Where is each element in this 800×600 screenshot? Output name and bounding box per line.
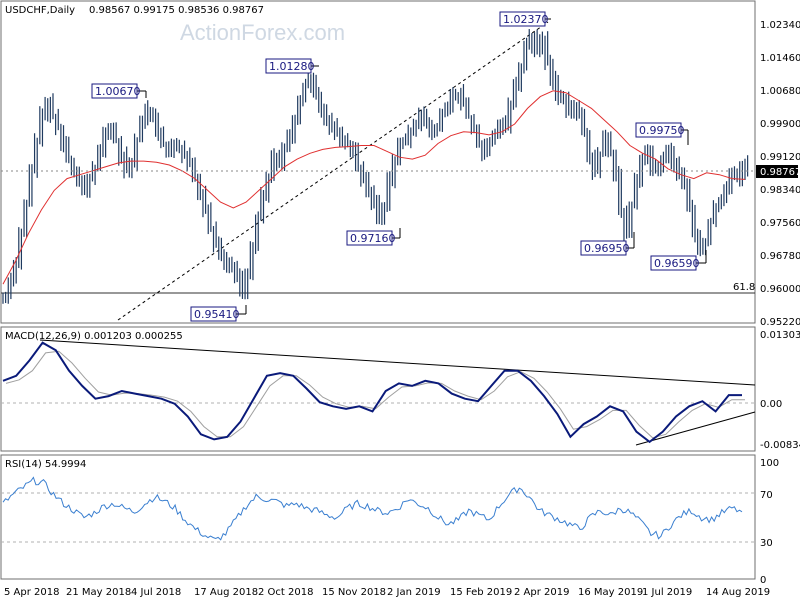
annotation-label: 1.00670 [95,85,141,98]
fib-618-label: 61.8 [733,282,755,293]
x-tick-label: 21 May 2018 [66,587,131,598]
price-y-tick: 1.00680 [760,86,800,97]
annotation-0.96950: 0.96950 [580,232,635,256]
price-y-tick: 1.01460 [760,53,800,64]
macd-trendline-bottom [635,411,756,446]
rsi-line [2,476,743,541]
watermark: ActionForex.com [180,20,345,45]
macd-y-tick: 0.00 [760,399,782,410]
annotation-1.00670: 1.00670 [91,83,147,99]
x-tick-label: 2 Jan 2019 [387,587,441,598]
annotation-label: 0.96590 [654,257,700,270]
x-tick-label: 15 Feb 2019 [450,587,512,598]
price-y-tick: 0.98340 [760,185,800,196]
macd-header: MACD(12,26,9) 0.001203 0.000255 [5,331,183,342]
x-tick-label: 16 May 2019 [578,587,643,598]
rsi-panel [0,454,756,580]
macd-y-tick: -0.00834 [760,440,800,451]
current-price-tag: 0.98767 [756,165,800,178]
macd-trendline-top [39,339,756,386]
price-y-tick: 0.95220 [760,317,800,328]
x-tick-label: 15 Nov 2018 [322,587,386,598]
x-tick-label: 2 Apr 2019 [514,587,569,598]
rsi-y-axis: 100 70 30 0 [760,458,779,586]
macd-y-tick: 0.013034 [760,330,800,341]
current-price-label: 0.98767 [760,167,800,178]
annotation-label: 0.97160 [350,232,396,245]
annotation-0.97160: 0.97160 [346,228,401,246]
price-y-tick: 1.02340 [760,20,800,31]
annotation-1.01280: 1.01280 [265,58,319,74]
price-y-tick: 0.99120 [760,152,800,163]
x-tick-label: 14 Aug 2019 [706,587,770,598]
annotation-label: 1.02370 [503,13,549,26]
annotation-label: 0.95410 [194,308,240,321]
price-y-tick: 0.96000 [760,284,800,295]
price-y-tick: 0.97560 [760,218,800,229]
moving-average-line [2,90,746,285]
annotation-0.99750: 0.99750 [635,122,689,145]
price-bars [2,29,749,304]
price-header-symbol: USDCHF,Daily [5,5,75,16]
macd-y-axis: 0.013034 0.00 -0.00834 [760,330,800,451]
annotation-label: 0.99750 [639,124,685,137]
rsi-header: RSI(14) 54.9994 [5,459,86,470]
rsi-y-tick: 70 [760,490,773,501]
x-tick-label: 4 Jul 2018 [131,587,181,598]
x-axis: 5 Apr 2018 21 May 2018 4 Jul 2018 17 Aug… [4,587,770,598]
annotation-0.95410: 0.95410 [190,305,247,322]
rsi-y-tick: 100 [760,458,779,469]
price-y-tick: 0.99900 [760,119,800,130]
price-header-ohlc: 0.98567 0.99175 0.98536 0.98767 [89,5,264,16]
rsi-y-tick: 0 [760,575,766,586]
annotation-label: 0.96950 [584,242,630,255]
annotation-1.02370: 1.02370 [499,11,551,27]
macd-panel [0,326,756,452]
annotation-label: 1.01280 [269,60,315,73]
price-y-tick: 0.96780 [760,251,800,262]
x-tick-label: 5 Apr 2018 [4,587,59,598]
macd-line [2,341,742,444]
rsi-y-tick: 30 [760,538,773,549]
x-tick-label: 1 Jul 2019 [642,587,692,598]
annotation-0.96590: 0.96590 [650,250,707,271]
x-tick-label: 2 Oct 2018 [258,587,313,598]
price-y-axis: 1.02340 1.01460 1.00680 0.99900 0.99120 … [760,20,800,328]
x-tick-label: 17 Aug 2018 [194,587,258,598]
